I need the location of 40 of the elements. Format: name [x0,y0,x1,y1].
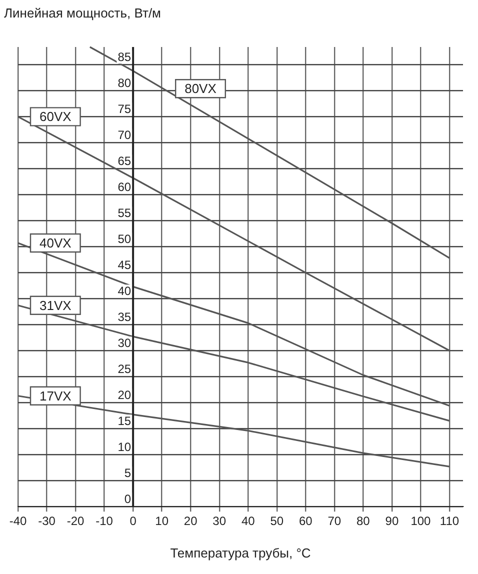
series-label: 17VX [39,388,72,404]
y-tick-label: 35 [118,310,132,324]
x-tick-label: 60 [298,514,313,528]
y-tick-label: 65 [118,154,132,168]
y-tick-label: 60 [118,180,132,194]
y-tick-label: 85 [118,50,132,64]
x-tick-label: 110 [440,514,460,528]
x-tick-label: 80 [356,514,370,528]
y-tick-label: 5 [124,466,132,480]
y-tick-label: 70 [118,128,132,142]
x-tick-label: -20 [66,514,85,528]
x-tick-label: 90 [385,514,399,528]
y-tick-label: 10 [118,440,132,454]
x-tick-label: 20 [184,514,198,528]
y-tick-label: 40 [118,284,132,298]
x-tick-label: 100 [410,514,432,528]
series-label: 31VX [39,298,72,313]
y-tick-label: 55 [118,206,132,220]
series-label: 80VX [184,81,217,96]
y-tick-label: 75 [118,102,132,116]
y-tick-label: 25 [118,362,132,376]
series-label: 40VX [39,236,72,251]
y-tick-label: 45 [118,258,132,272]
y-axis-title: Линейная мощность, Вт/м [4,6,162,21]
y-tick-label: 20 [118,388,132,402]
x-tick-label: -40 [9,514,27,528]
x-tick-label: 30 [212,514,226,528]
series-label: 60VX [39,109,72,124]
x-tick-label: 10 [155,514,169,528]
x-tick-label: 70 [328,514,342,528]
x-tick-label: 50 [270,514,284,528]
y-tick-label: 15 [118,414,132,428]
y-tick-label: 50 [118,232,132,246]
x-tick-label: 40 [241,514,256,528]
x-axis-title: Температура трубы, °C [170,546,311,561]
y-tick-label: 80 [118,76,132,90]
x-tick-label: -30 [38,514,56,528]
y-tick-label: 30 [118,336,132,350]
y-tick-label: 0 [124,492,132,506]
x-tick-label: -10 [96,514,114,528]
